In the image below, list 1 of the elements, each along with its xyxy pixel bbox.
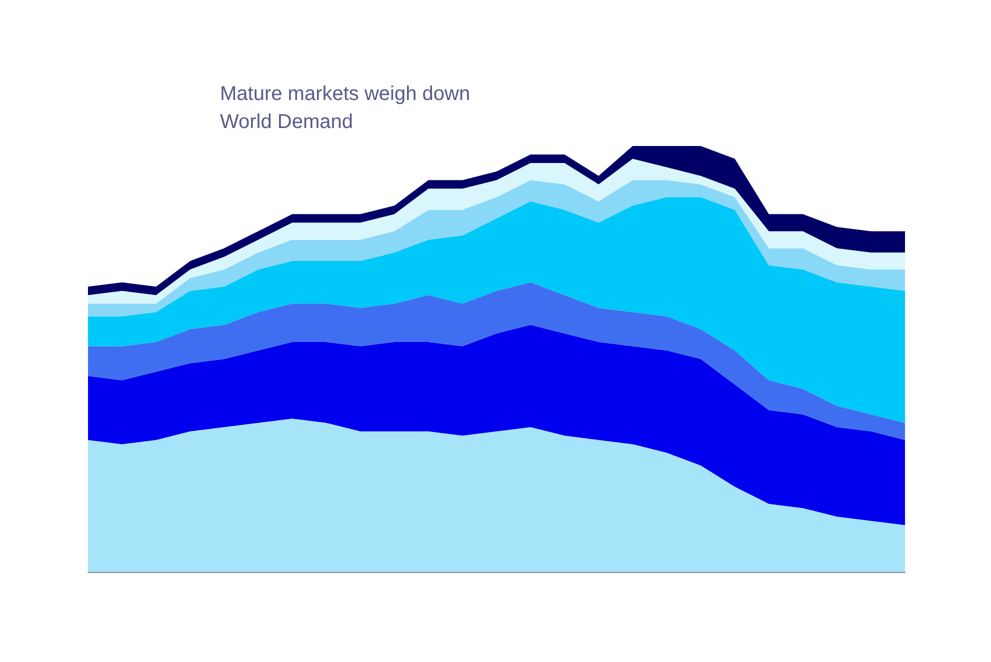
chart-title: Mature markets weigh down World Demand (220, 83, 476, 133)
